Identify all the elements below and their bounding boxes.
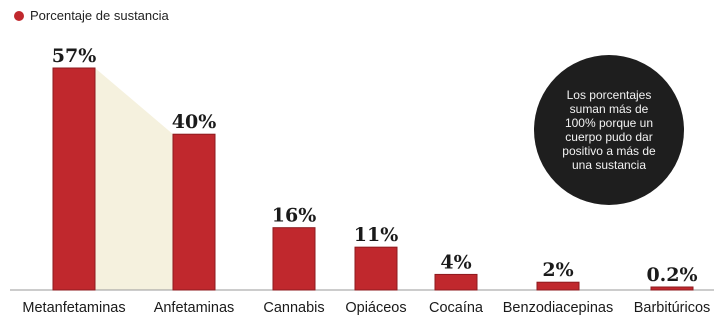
value-label: 0.2% bbox=[646, 264, 697, 286]
value-label: 2% bbox=[542, 259, 573, 281]
bar-metanfetaminas bbox=[52, 67, 96, 291]
value-label: 40% bbox=[172, 111, 217, 133]
value-label: 57% bbox=[52, 45, 97, 67]
category-label: Opiáceos bbox=[345, 300, 406, 316]
bar-barbitúricos bbox=[650, 286, 694, 291]
bar-anfetaminas bbox=[172, 133, 216, 291]
value-label: 4% bbox=[440, 251, 471, 273]
bar-opiáceos bbox=[354, 246, 398, 291]
legend-label: Porcentaje de sustancia bbox=[30, 8, 169, 23]
note-bubble: Los porcentajes suman más de 100% porque… bbox=[534, 55, 684, 205]
value-label: 16% bbox=[272, 205, 317, 227]
category-label: Benzodiacepinas bbox=[503, 300, 613, 316]
category-label: Anfetaminas bbox=[154, 300, 235, 316]
category-label: Metanfetaminas bbox=[22, 300, 125, 316]
value-label: 11% bbox=[354, 224, 399, 246]
category-label: Cocaína bbox=[429, 300, 484, 316]
bar-benzodiacepinas bbox=[536, 281, 580, 291]
category-label: Barbitúricos bbox=[634, 300, 711, 316]
category-label: Cannabis bbox=[263, 300, 324, 316]
legend: Porcentaje de sustancia bbox=[14, 8, 169, 23]
highlight-wedge bbox=[95, 68, 173, 290]
note-text: Los porcentajes suman más de 100% porque… bbox=[562, 88, 656, 172]
bar-cocaína bbox=[434, 273, 478, 291]
bar-cannabis bbox=[272, 227, 316, 291]
legend-swatch bbox=[14, 10, 24, 21]
